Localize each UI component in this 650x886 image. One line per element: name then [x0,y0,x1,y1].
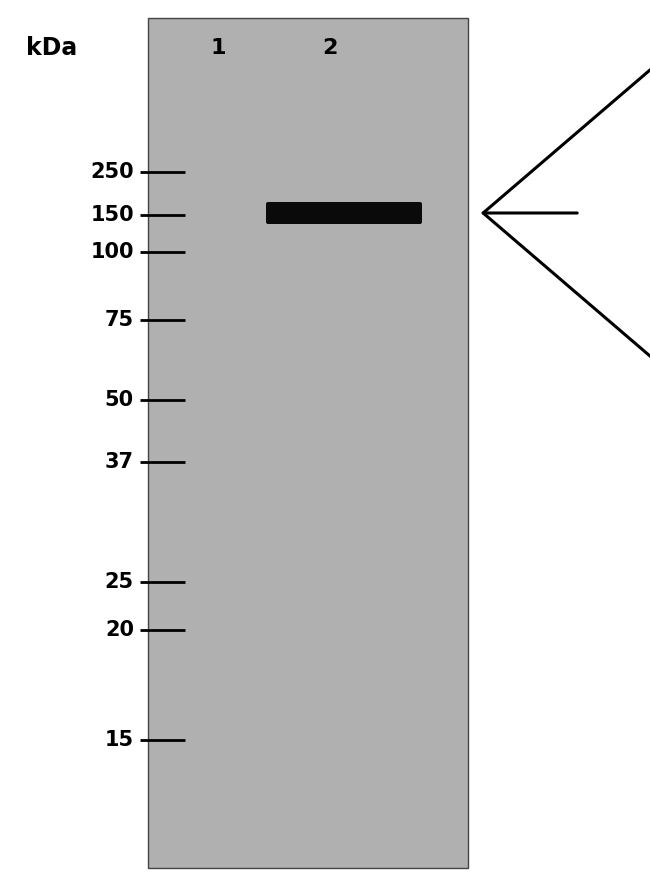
Text: 1: 1 [210,38,226,58]
Text: 50: 50 [105,390,134,410]
Bar [148,18,468,868]
Text: 75: 75 [105,310,134,330]
Text: 25: 25 [105,572,134,592]
Text: 15: 15 [105,730,134,750]
Text: 2: 2 [322,38,338,58]
FancyBboxPatch shape [266,202,422,224]
Text: 250: 250 [90,162,134,182]
Text: 150: 150 [90,205,134,225]
Text: 37: 37 [105,452,134,472]
Text: 20: 20 [105,620,134,640]
Text: kDa: kDa [27,36,77,60]
Text: 100: 100 [90,242,134,262]
